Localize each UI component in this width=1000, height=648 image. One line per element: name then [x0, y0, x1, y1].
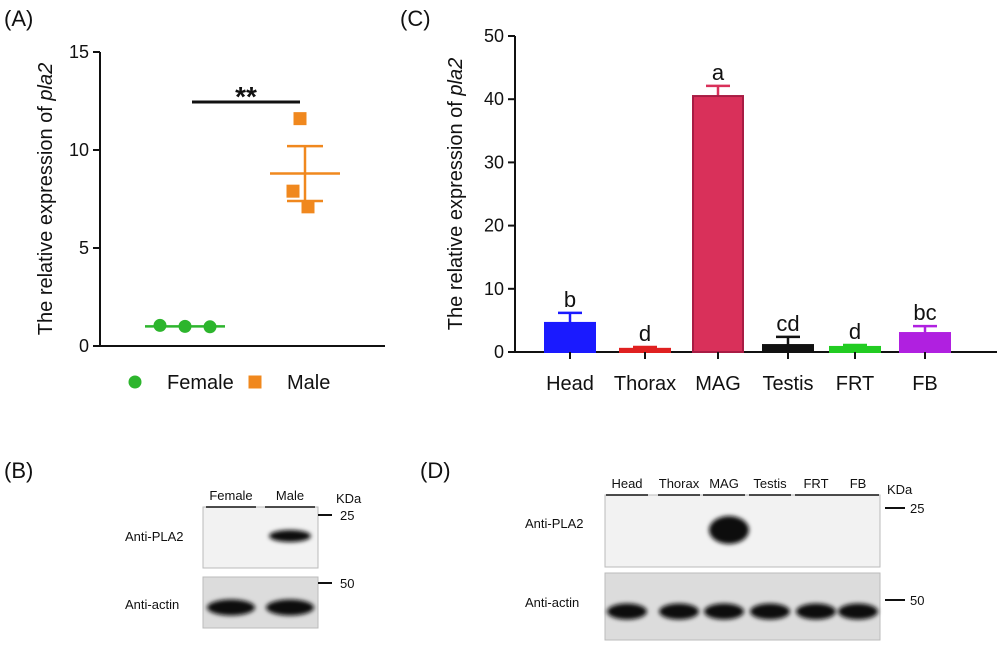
significance-letter: d	[849, 319, 861, 344]
point	[293, 112, 307, 126]
y-axis-label-part: The relative expression of	[35, 101, 57, 336]
lane-label: Thorax	[659, 476, 700, 491]
marker-label: 50	[340, 576, 354, 591]
lane-label: FRT	[803, 476, 828, 491]
y-axis-label-part: pla2	[445, 58, 467, 97]
legend-marker	[248, 375, 262, 389]
bar	[619, 347, 671, 353]
y-tick-label: 15	[69, 42, 89, 62]
y-axis-label: The relative expression of pla2	[35, 63, 57, 335]
significance-letter: bc	[913, 300, 936, 325]
lane-label: FB	[850, 476, 867, 491]
y-tick-label: 5	[79, 238, 89, 258]
x-tick-label: FB	[912, 373, 938, 395]
blot-membrane	[604, 572, 881, 641]
bar	[829, 345, 881, 353]
significance-letter: b	[564, 287, 576, 312]
legend-marker	[128, 375, 142, 389]
blot-row-label: Anti-PLA2	[125, 529, 184, 544]
blot-row-label: Anti-actin	[125, 597, 179, 612]
x-tick-label: FRT	[836, 373, 875, 395]
point	[301, 200, 315, 214]
panel-label: (D)	[420, 458, 451, 483]
lane-label: Female	[209, 488, 252, 503]
blot-row-label: Anti-PLA2	[525, 516, 584, 531]
point	[286, 184, 300, 198]
y-tick-label: 30	[484, 152, 504, 172]
legend-label: Male	[287, 372, 330, 394]
bar	[899, 332, 951, 354]
actin-band	[607, 603, 647, 620]
lane-label: Head	[611, 476, 642, 491]
x-tick-label: Testis	[762, 373, 813, 395]
significance-letter: d	[639, 321, 651, 346]
significance-letter: cd	[776, 311, 799, 336]
actin-band	[838, 603, 878, 620]
actin-band	[704, 603, 744, 620]
pla2-band	[709, 516, 749, 544]
lane-label: MAG	[709, 476, 739, 491]
kda-label: KDa	[336, 491, 362, 506]
lane-label: Testis	[753, 476, 787, 491]
y-tick-label: 40	[484, 89, 504, 109]
legend-label: Female	[167, 372, 234, 394]
point	[203, 320, 217, 334]
y-tick-label: 0	[79, 336, 89, 356]
y-tick-label: 0	[494, 342, 504, 362]
y-tick-label: 10	[69, 140, 89, 160]
y-axis-label: The relative expression of pla2	[445, 58, 467, 330]
kda-label: KDa	[887, 482, 913, 497]
lane-label: Male	[276, 488, 304, 503]
y-tick-label: 10	[484, 279, 504, 299]
point	[178, 319, 192, 333]
marker-label: 50	[910, 593, 924, 608]
panel-label: (B)	[4, 458, 33, 483]
y-axis-label-part: pla2	[35, 63, 57, 102]
blot-row-label: Anti-actin	[525, 595, 579, 610]
actin-band	[796, 603, 836, 620]
y-tick-label: 20	[484, 216, 504, 236]
significance-label: **	[235, 81, 257, 112]
y-tick-label: 50	[484, 26, 504, 46]
x-tick-label: Head	[546, 373, 594, 395]
significance-letter: a	[712, 60, 725, 85]
bar	[692, 95, 744, 354]
x-tick-label: MAG	[695, 373, 741, 395]
actin-band	[207, 599, 255, 616]
x-tick-label: Thorax	[614, 373, 676, 395]
point	[153, 318, 167, 332]
bar	[762, 344, 814, 354]
panel-label: (A)	[4, 6, 33, 31]
pla2-band	[269, 530, 311, 542]
actin-band	[266, 599, 314, 616]
marker-label: 25	[910, 501, 924, 516]
bar	[544, 321, 596, 354]
marker-label: 25	[340, 508, 354, 523]
y-axis-label-part: The relative expression of	[445, 96, 467, 331]
actin-band	[659, 603, 699, 620]
actin-band	[750, 603, 790, 620]
panel-label: (C)	[400, 6, 431, 31]
